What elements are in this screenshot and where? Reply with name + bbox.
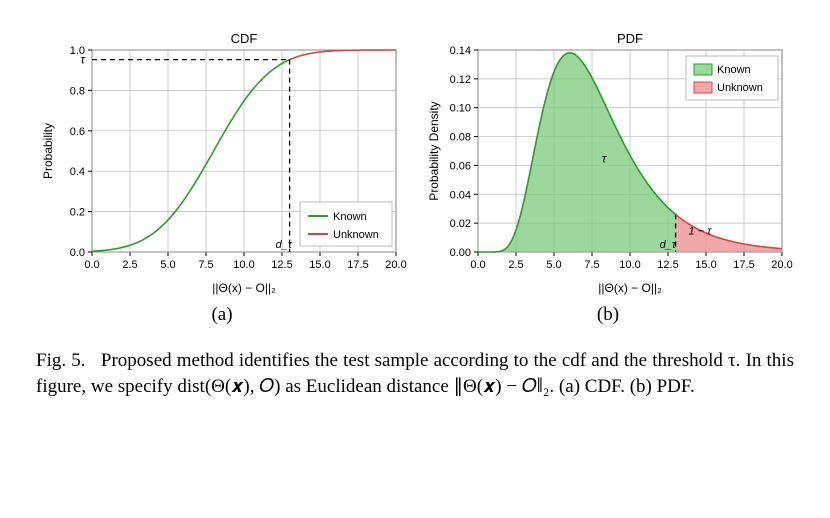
svg-text:d_τ: d_τ — [276, 239, 293, 251]
svg-text:Unknown: Unknown — [333, 229, 379, 241]
caption-text: Proposed method identifies the test samp… — [36, 350, 794, 397]
svg-text:7.5: 7.5 — [198, 259, 213, 271]
svg-text:Known: Known — [333, 211, 367, 223]
svg-text:CDF: CDF — [231, 31, 258, 46]
svg-text:0.0: 0.0 — [70, 247, 85, 259]
svg-text:0.06: 0.06 — [450, 160, 471, 172]
svg-text:Unknown: Unknown — [717, 82, 763, 94]
svg-text:0.02: 0.02 — [450, 218, 471, 230]
svg-text:5.0: 5.0 — [546, 259, 561, 271]
pdf-chart: 0.0 2.5 5.0 7.5 10.0 12.5 15.0 17.5 20.0 0.00 0.02… — [422, 28, 794, 298]
panel-cdf: 0.0 2.5 5.0 7.5 10.0 12.5 15.0 17.5 20.0 0.0 0.2 0.… — [36, 28, 408, 326]
svg-text:0.04: 0.04 — [450, 189, 471, 201]
svg-text:7.5: 7.5 — [584, 259, 599, 271]
svg-text:10.0: 10.0 — [233, 259, 254, 271]
svg-text:17.5: 17.5 — [733, 259, 754, 271]
svg-text:d_τ: d_τ — [660, 239, 677, 251]
svg-text:||Θ(x) − O||₂: ||Θ(x) − O||₂ — [598, 281, 662, 295]
svg-text:0.00: 0.00 — [450, 247, 471, 259]
svg-text:20.0: 20.0 — [771, 259, 792, 271]
svg-text:10.0: 10.0 — [619, 259, 640, 271]
svg-text:0.12: 0.12 — [450, 74, 471, 86]
svg-text:Probability: Probability — [41, 123, 55, 179]
cdf-chart: 0.0 2.5 5.0 7.5 10.0 12.5 15.0 17.5 20.0 0.0 0.2 0.… — [36, 28, 408, 298]
panel-pdf: 0.0 2.5 5.0 7.5 10.0 12.5 15.0 17.5 20.0 0.00 0.02… — [422, 28, 794, 326]
svg-text:12.5: 12.5 — [657, 259, 678, 271]
svg-text:PDF: PDF — [617, 31, 643, 46]
svg-text:0.8: 0.8 — [70, 85, 85, 97]
svg-text:0.14: 0.14 — [450, 45, 471, 57]
svg-text:Known: Known — [717, 64, 751, 76]
svg-text:0.2: 0.2 — [70, 207, 85, 219]
svg-text:1 − τ: 1 − τ — [689, 226, 713, 238]
svg-text:0.08: 0.08 — [450, 132, 471, 144]
svg-text:5.0: 5.0 — [160, 259, 175, 271]
sublabel-a: (a) — [211, 304, 232, 326]
svg-text:0.10: 0.10 — [450, 103, 471, 115]
svg-text:12.5: 12.5 — [271, 259, 292, 271]
svg-text:17.5: 17.5 — [347, 259, 368, 271]
svg-text:15.0: 15.0 — [695, 259, 716, 271]
figure-row: 0.0 2.5 5.0 7.5 10.0 12.5 15.0 17.5 20.0 0.0 0.2 0.… — [36, 28, 794, 326]
figure-caption: Fig. 5. Proposed method identifies the t… — [36, 348, 794, 399]
svg-text:0.0: 0.0 — [470, 259, 485, 271]
svg-text:0.6: 0.6 — [70, 126, 85, 138]
svg-text:2.5: 2.5 — [508, 259, 523, 271]
figure-number: Fig. 5. — [36, 350, 85, 371]
svg-text:2.5: 2.5 — [122, 259, 137, 271]
svg-text:0.0: 0.0 — [84, 259, 99, 271]
svg-text:20.0: 20.0 — [385, 259, 406, 271]
sublabel-b: (b) — [597, 304, 619, 326]
svg-text:||Θ(x) − O||₂: ||Θ(x) − O||₂ — [212, 281, 276, 295]
svg-text:0.4: 0.4 — [70, 166, 85, 178]
svg-text:Probability Density: Probability Density — [427, 101, 441, 200]
svg-text:τ: τ — [81, 53, 87, 67]
svg-text:15.0: 15.0 — [309, 259, 330, 271]
